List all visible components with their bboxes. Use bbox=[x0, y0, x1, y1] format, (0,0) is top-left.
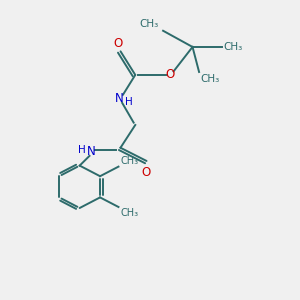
Text: CH₃: CH₃ bbox=[201, 74, 220, 84]
Text: O: O bbox=[165, 68, 174, 81]
Text: CH₃: CH₃ bbox=[139, 19, 158, 29]
Text: CH₃: CH₃ bbox=[120, 156, 138, 166]
Text: CH₃: CH₃ bbox=[120, 208, 138, 218]
Text: N: N bbox=[115, 92, 123, 105]
Text: H: H bbox=[125, 97, 133, 107]
Text: H: H bbox=[79, 145, 86, 155]
Text: O: O bbox=[113, 37, 123, 50]
Text: CH₃: CH₃ bbox=[224, 42, 243, 52]
Text: N: N bbox=[87, 145, 95, 158]
Text: O: O bbox=[141, 166, 150, 178]
